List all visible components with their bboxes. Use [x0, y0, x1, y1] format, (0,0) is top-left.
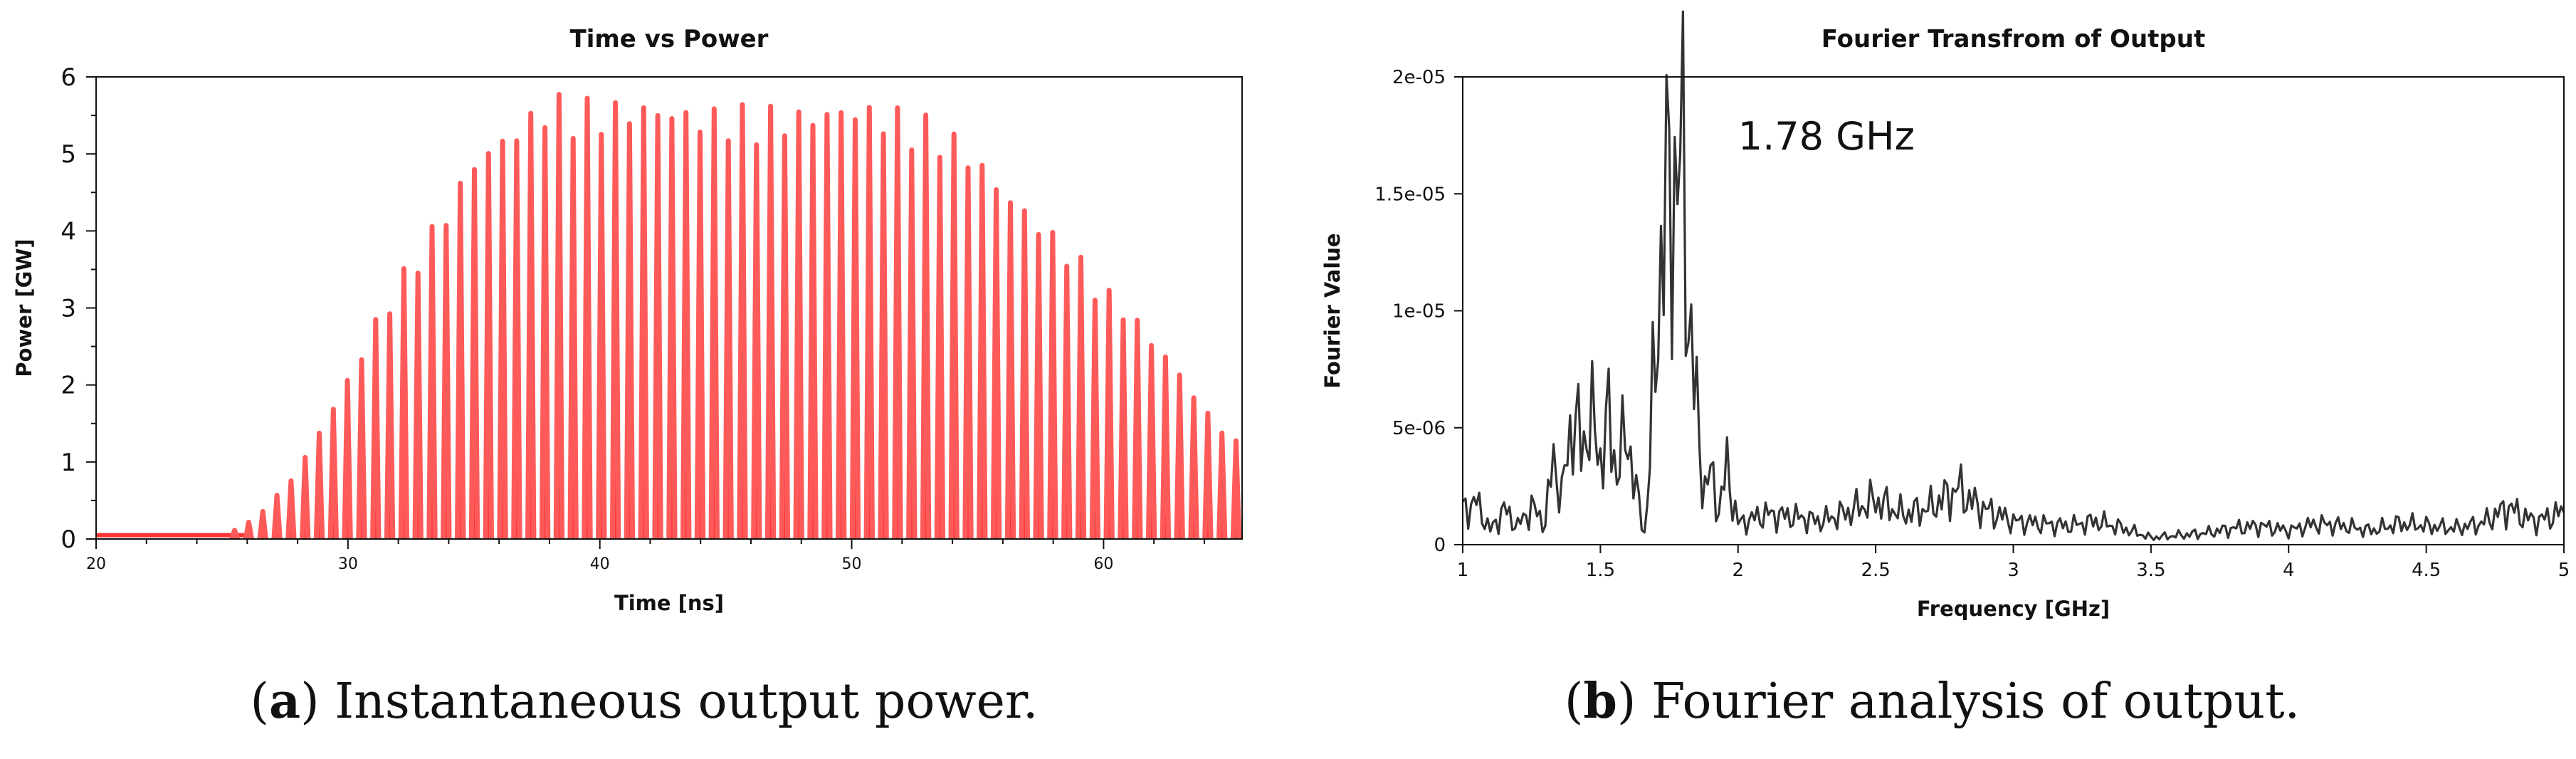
- plot-a-frame: [95, 76, 1243, 540]
- x-tick-label: 30: [338, 555, 358, 573]
- y-tick-label: 1e-05: [1392, 301, 1446, 323]
- caption-a: (a) Instantaneous output power.: [250, 673, 1039, 730]
- x-tick-label: 4: [2283, 560, 2295, 581]
- x-tick-label: 5: [2558, 560, 2570, 581]
- fourier-series: [1461, 10, 2565, 542]
- x-tick-label: 50: [842, 555, 862, 573]
- chart-a-title: Time vs Power: [570, 25, 769, 53]
- x-axis-label: Time [ns]: [614, 591, 724, 615]
- caption-a-label: a: [269, 673, 301, 730]
- y-axis-label: Power [GW]: [12, 239, 36, 377]
- x-tick-label: 2.5: [1861, 560, 1890, 581]
- caption-b-label: b: [1583, 673, 1617, 730]
- x-tick-label: 2: [1732, 560, 1744, 581]
- fourier-chart: Fourier Transfrom of Output 0 5e-06 1e-05 1.…: [1320, 10, 2570, 621]
- y-tick-label: 2e-05: [1392, 67, 1446, 88]
- caption-b: (b) Fourier analysis of output.: [1564, 673, 2301, 730]
- x-tick-label: 3.5: [2136, 560, 2165, 581]
- y-tick-label: 6: [61, 63, 76, 92]
- x-tick-label: 40: [590, 555, 610, 573]
- figure-b: Fourier Transfrom of Output 0 5e-06 1e-05 1.…: [1288, 0, 2576, 759]
- x-axis-label: Frequency [GHz]: [1917, 597, 2110, 621]
- y-tick-label: 2: [61, 372, 76, 400]
- plot-b-frame: [1462, 76, 2565, 545]
- x-tick-label: 4.5: [2412, 560, 2441, 581]
- caption-b-text: Fourier analysis of output.: [1636, 674, 2301, 730]
- y-axis-label: Fourier Value: [1320, 233, 1345, 388]
- y-tick-label: 1: [61, 449, 76, 477]
- power-chart: Time vs Power 0 1 2 3 4 5 6 20 30 40 50 60 Time [ns] P…: [12, 25, 1243, 615]
- caption-a-text: Instantaneous output power.: [319, 674, 1039, 730]
- power-series: [96, 92, 1242, 540]
- power-pulses: [229, 92, 1242, 540]
- x-tick-label: 1: [1457, 560, 1469, 581]
- y-tick-label: 5: [61, 140, 76, 169]
- x-tick-label: 20: [86, 555, 106, 573]
- y-tick-label: 3: [61, 295, 76, 323]
- y-tick-label: 0: [1434, 535, 1446, 556]
- y-tick-label: 5e-06: [1392, 418, 1446, 439]
- y-tick-label: 0: [61, 525, 76, 554]
- peak-annotation: 1.78 GHz: [1738, 114, 1915, 159]
- x-tick-label: 1.5: [1586, 560, 1615, 581]
- figure-a: Time vs Power 0 1 2 3 4 5 6 20 30 40 50 60 Time [ns] P…: [12, 25, 1243, 730]
- x-tick-label: 3: [2007, 560, 2019, 581]
- x-tick-label: 60: [1093, 555, 1113, 573]
- y-tick-label: 1.5e-05: [1374, 184, 1446, 205]
- chart-b-title: Fourier Transfrom of Output: [1821, 25, 2205, 53]
- y-tick-label: 4: [61, 217, 76, 246]
